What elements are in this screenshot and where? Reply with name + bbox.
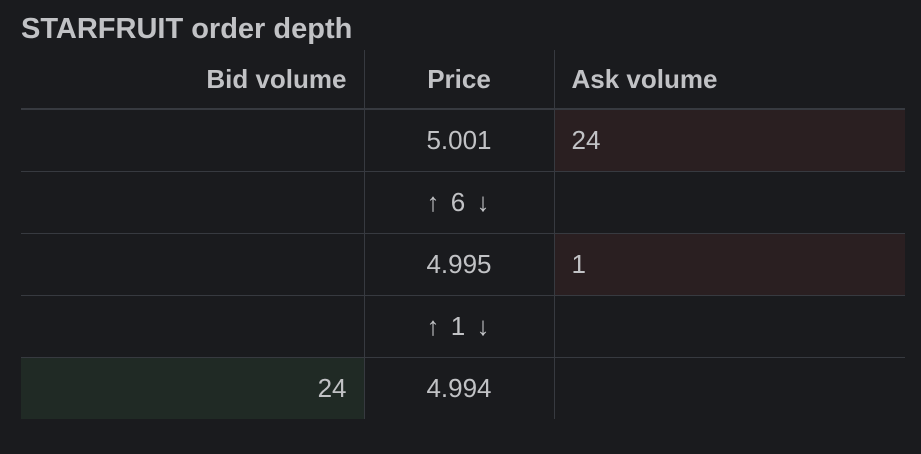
ask-volume-cell: [554, 171, 905, 234]
table-row: 24 4.994: [21, 357, 905, 420]
price-cell: 4.994: [363, 357, 555, 419]
price-gap-cell: ↑ 1 ↓: [363, 295, 555, 358]
bid-volume-cell: [21, 233, 364, 296]
ask-volume-cell: [554, 295, 905, 358]
column-header-price: Price: [363, 50, 555, 110]
bid-volume-cell: 24: [21, 357, 364, 419]
table-row: ↑ 6 ↓: [21, 171, 905, 234]
price-cell: 5.001: [363, 109, 555, 172]
price-cell: 4.995: [363, 233, 555, 296]
bid-volume-cell: [21, 171, 364, 234]
order-depth-panel: STARFRUIT order depth Bid volume Price A…: [21, 8, 905, 419]
table-header-row: Bid volume Price Ask volume: [21, 50, 905, 110]
order-depth-table: Bid volume Price Ask volume 5.001 24 ↑ 6…: [21, 50, 905, 419]
ask-volume-cell: 1: [554, 233, 905, 296]
panel-title: STARFRUIT order depth: [21, 13, 353, 45]
table-row: 4.995 1: [21, 233, 905, 296]
price-gap-cell: ↑ 6 ↓: [363, 171, 555, 234]
column-header-bid-volume: Bid volume: [21, 50, 364, 110]
column-header-ask-volume: Ask volume: [554, 50, 905, 110]
table-row: ↑ 1 ↓: [21, 295, 905, 358]
table-row: 5.001 24: [21, 109, 905, 172]
bid-volume-cell: [21, 295, 364, 358]
ask-volume-cell: 24: [554, 109, 905, 172]
ask-volume-cell: [554, 358, 905, 420]
bid-volume-cell: [21, 109, 364, 172]
